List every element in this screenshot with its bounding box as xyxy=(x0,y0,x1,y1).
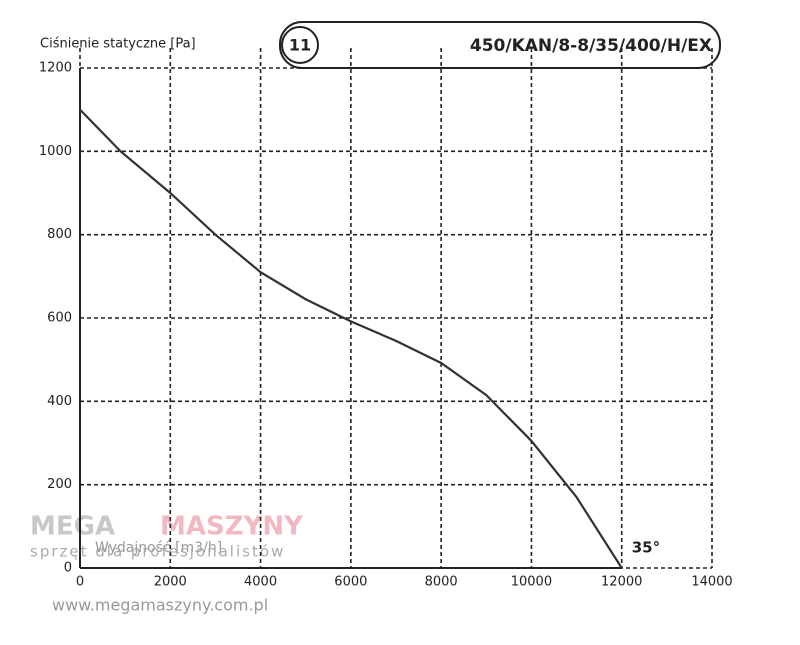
y-tick-label: 1000 xyxy=(39,144,72,159)
y-tick-label: 400 xyxy=(47,394,72,409)
chart-number: 11 xyxy=(289,36,311,55)
watermark-brand: MEGA xyxy=(30,512,115,542)
chart-title: 450/KAN/8-8/35/400/H/EX xyxy=(470,36,712,56)
x-tick-label: 2000 xyxy=(154,575,187,590)
y-tick-label: 1200 xyxy=(39,61,72,76)
y-tick-label: 0 xyxy=(64,561,72,576)
number-circle xyxy=(281,26,319,64)
x-tick-label: 8000 xyxy=(425,575,458,590)
curve xyxy=(79,108,623,569)
watermark-brand: MASZYNY xyxy=(160,512,304,542)
x-tick-label: 4000 xyxy=(244,575,277,590)
x-axis-label: Wydajność [m3/h] xyxy=(95,540,222,556)
y-axis-label: Ciśnienie statyczne [Pa] xyxy=(40,37,196,52)
x-tick-label: 6000 xyxy=(334,575,367,590)
x-tick-label: 12000 xyxy=(601,575,642,590)
y-tick-label: 800 xyxy=(47,227,72,242)
x-tick-label: 0 xyxy=(76,575,84,590)
x-tick-label: 14000 xyxy=(691,575,732,590)
watermark-tagline: sprzęt dla profesjonalistów xyxy=(30,543,285,561)
y-tick-label: 600 xyxy=(47,311,72,326)
curve-label: 35° xyxy=(632,539,660,557)
x-tick-label: 10000 xyxy=(511,575,552,590)
y-tick-label: 200 xyxy=(47,477,72,492)
watermark-url: www.megamaszyny.com.pl xyxy=(52,596,268,615)
